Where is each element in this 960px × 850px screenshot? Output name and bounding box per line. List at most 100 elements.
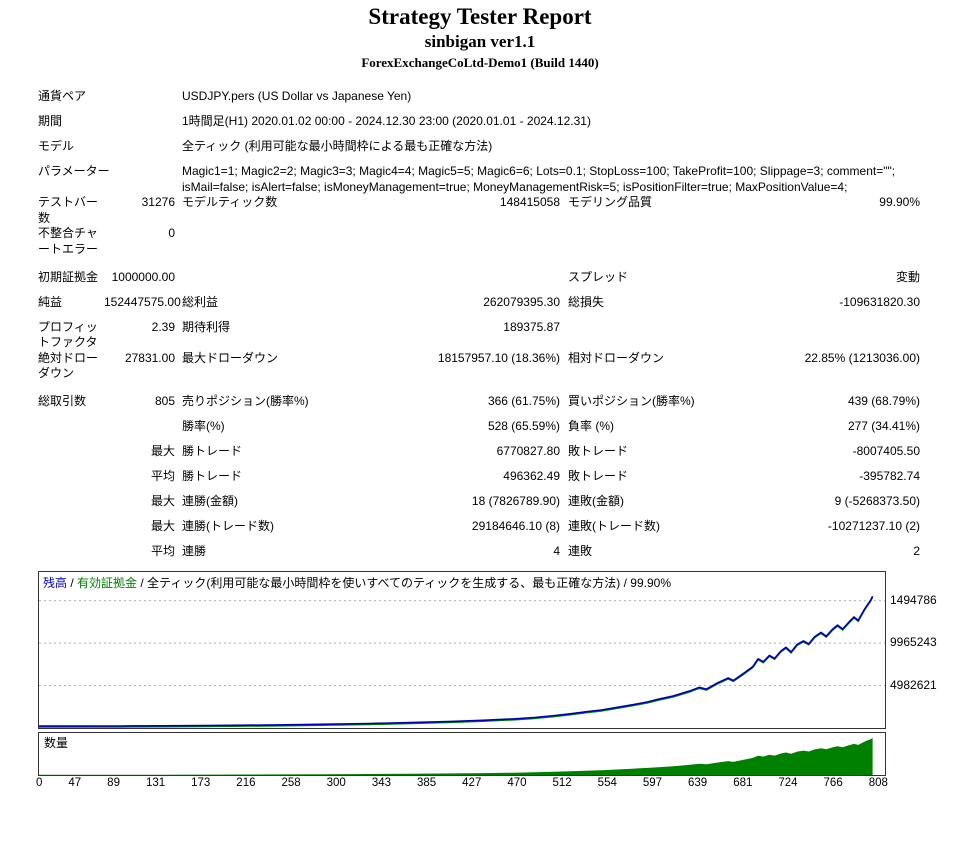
- info-rows: 通貨ペア USDJPY.pers (US Dollar vs Japanese Y…: [38, 89, 922, 195]
- equity-line: [39, 596, 874, 728]
- stat-value: 4: [553, 543, 560, 558]
- stat-value: 99.90%: [879, 195, 920, 210]
- stat-value: 変動: [895, 269, 920, 284]
- stat-row: 平均 勝トレード 496362.49 敗トレード -395782.74: [38, 469, 922, 494]
- stat-value: 277 (34.41%): [847, 418, 920, 433]
- stat-row: 純益 152447575.00 総利益 262079395.30 総損失 -1096318…: [38, 295, 922, 320]
- stat-value: 0: [168, 226, 175, 241]
- stat-value: 最大: [150, 443, 175, 458]
- stat-value: 29184646.10 (8): [471, 518, 560, 533]
- stat-row: 不整合チャートエラー 0: [38, 226, 922, 257]
- stat-row: 最大 勝トレード 6770827.80 敗トレード -8007405.50: [38, 444, 922, 469]
- stat-value: -8007405.50: [852, 443, 920, 458]
- stat-label: モデルティック数: [182, 195, 278, 210]
- stat-label: 総取引数: [38, 393, 87, 408]
- x-axis-labels: 0 47 89 131 173 216 258 300 343 385 427 470 512 554 59…: [36, 777, 888, 789]
- stat-row: 総取引数 805 売りポジション(勝率%) 366 (61.75%) 買いポジション(勝…: [38, 394, 922, 419]
- stat-value: 189375.87: [503, 319, 560, 334]
- stat-value: 18 (7826789.90): [471, 493, 560, 508]
- info-value: USDJPY.pers (US Dollar vs Japanese Yen): [182, 89, 412, 103]
- stat-label: 初期証拠金: [38, 269, 99, 284]
- stat-label: 連勝: [182, 543, 207, 558]
- stat-label: 純益: [38, 294, 63, 309]
- stat-label: 売りポジション(勝率%): [182, 393, 309, 408]
- stat-value: 22.85% (1213036.00): [804, 350, 920, 365]
- stat-label: スプレッド: [568, 269, 629, 284]
- legend-model-text: / 全ティック(利用可能な最小時間枠を使いすべてのティックを生成する、最も正確な…: [137, 575, 671, 590]
- page-title: Strategy Tester Report: [368, 4, 592, 29]
- x-tick-label: 216: [236, 776, 256, 789]
- x-tick-label: 173: [191, 776, 211, 789]
- x-tick-label: 554: [597, 776, 617, 789]
- info-label: 通貨ペア: [38, 89, 87, 103]
- x-tick-label: 512: [552, 776, 572, 789]
- info-label: モデル: [38, 139, 75, 153]
- lots-label: 数量: [42, 733, 71, 751]
- y-tick-label: 1494786: [890, 592, 937, 607]
- stat-label: 連敗: [568, 543, 593, 558]
- stat-row: プロフィットファクタ 2.39 期待利得 189375.87: [38, 320, 922, 351]
- stat-label: 敗トレード: [568, 468, 629, 483]
- lots-bars: [39, 737, 873, 775]
- graph-area: 残高 / 有効証拠金 / 全ティック(利用可能な最小時間枠を使いすべてのティック…: [0, 569, 960, 789]
- stat-value: 366 (61.75%): [487, 393, 560, 408]
- stat-value: 1000000.00: [111, 269, 175, 284]
- lots-chart-canvas: [39, 737, 873, 775]
- stat-label: 期待利得: [182, 319, 231, 334]
- stat-value: 平均: [150, 468, 175, 483]
- stat-rows: テストバー数 31276 モデルティック数 148415058 モデリング品質 99.90…: [38, 195, 922, 569]
- stat-value: 最大: [150, 493, 175, 508]
- stat-label: 勝率(%): [182, 418, 225, 433]
- stat-label: 総損失: [568, 294, 605, 309]
- x-tick-label: 470: [507, 776, 527, 789]
- stat-label: モデリング品質: [568, 195, 653, 210]
- balance-line: [39, 595, 874, 727]
- x-tick-label: 300: [326, 776, 346, 789]
- stat-row: 平均 連勝 4 連敗 2: [38, 544, 922, 569]
- stat-row: 勝率(%) 528 (65.59%) 負率 (%) 277 (34.41%): [38, 419, 922, 444]
- stat-value: 平均: [150, 543, 175, 558]
- stat-label: 買いポジション(勝率%): [568, 393, 695, 408]
- stat-label: 不整合チャートエラー: [38, 226, 99, 256]
- info-value: 1時間足(H1) 2020.01.02 00:00 - 2024.12.30 2…: [182, 114, 591, 128]
- stat-label: 連勝(金額): [182, 493, 238, 508]
- server-build: ForexExchangeCoLtd-Demo1 (Build 1440): [361, 55, 599, 70]
- stat-label: 絶対ドローダウン: [38, 350, 99, 381]
- x-tick-label: 47: [68, 776, 82, 789]
- legend-equity-label: 有効証拠金: [77, 575, 138, 590]
- stat-label: テストバー数: [38, 195, 99, 225]
- stat-label: 勝トレード: [182, 468, 243, 483]
- x-tick-label: 681: [733, 776, 753, 789]
- balance-chart-canvas: [39, 595, 885, 728]
- stat-value: 262079395.30: [483, 294, 560, 309]
- x-tick-label: 343: [371, 776, 391, 789]
- x-tick-label: 89: [107, 776, 120, 789]
- info-value: Magic1=1; Magic2=2; Magic3=3; Magic4=4; …: [182, 164, 896, 194]
- x-tick-label: 724: [778, 776, 798, 789]
- stat-value: 148415058: [499, 195, 560, 210]
- legend-separator: /: [67, 575, 78, 590]
- y-tick-label: 4982621: [890, 677, 937, 692]
- stat-value: 27831.00: [124, 350, 175, 365]
- info-row: 期間 1時間足(H1) 2020.01.02 00:00 - 2024.12.30…: [38, 114, 922, 139]
- info-row: 通貨ペア USDJPY.pers (US Dollar vs Japanese Y…: [38, 89, 922, 114]
- stat-value: 31276: [141, 195, 175, 210]
- x-tick-label: 131: [145, 776, 166, 789]
- stat-value: -109631820.30: [839, 294, 920, 309]
- stat-value: 152447575.00: [104, 294, 181, 309]
- stat-value: 496362.49: [503, 468, 560, 483]
- stat-row: 初期証拠金 1000000.00 スプレッド 変動: [38, 270, 922, 295]
- stat-label: 相対ドローダウン: [568, 350, 665, 365]
- stat-label: 敗トレード: [568, 443, 629, 458]
- stat-value: 18157957.10 (18.36%): [437, 350, 560, 365]
- stat-value: 2: [913, 543, 920, 558]
- stat-value: -395782.74: [859, 468, 920, 483]
- chart-legend: 残高 / 有効証拠金 / 全ティック(利用可能な最小時間枠を使いすべてのティック…: [43, 574, 671, 591]
- info-row: モデル 全ティック (利用可能な最小時間枠による最も正確な方法): [38, 139, 922, 164]
- stat-label: 連敗(トレード数): [568, 518, 660, 533]
- lots-chart: 数量: [38, 731, 886, 776]
- stat-label: 連勝(トレード数): [182, 518, 274, 533]
- stat-row: 最大 連勝(トレード数) 29184646.10 (8) 連敗(トレード数) -1027…: [38, 519, 922, 544]
- x-tick-label: 427: [462, 776, 482, 789]
